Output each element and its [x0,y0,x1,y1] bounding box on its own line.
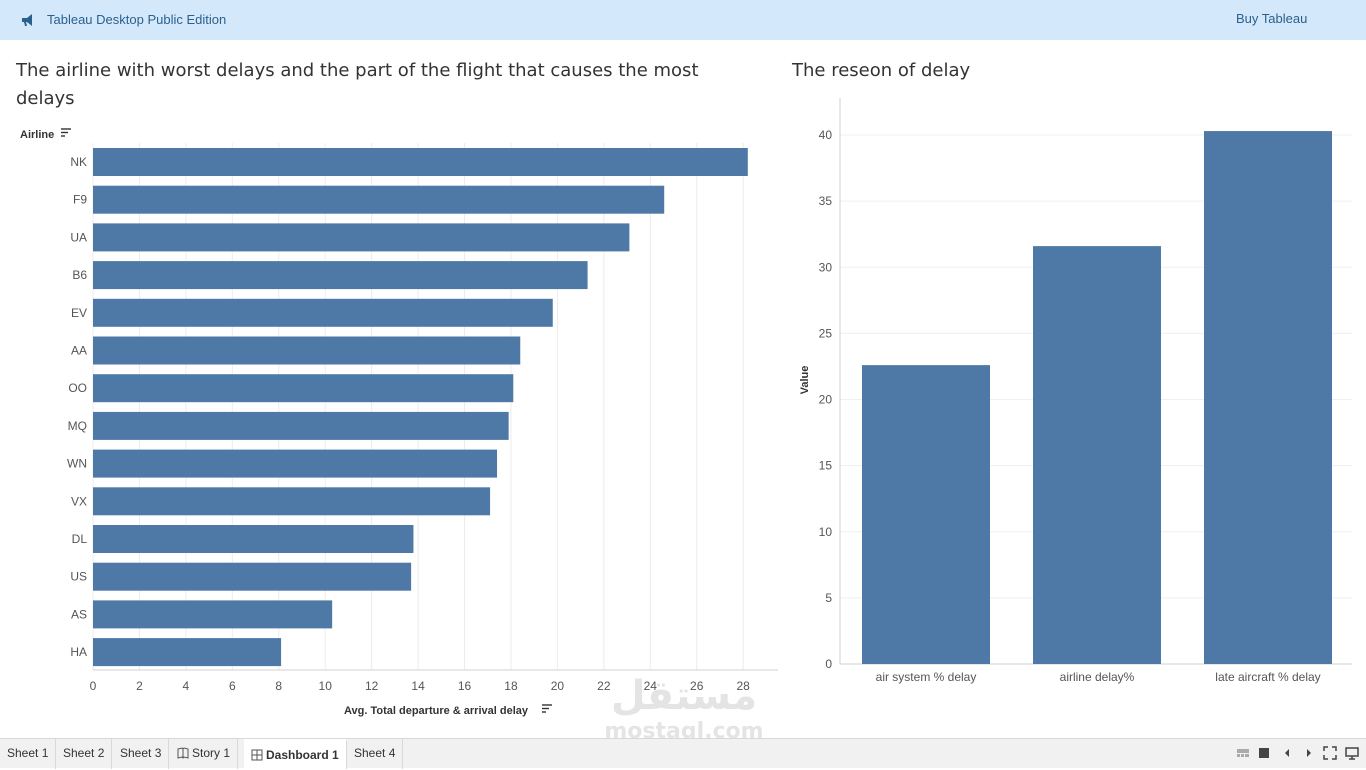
x-tick-label: 28 [736,679,750,693]
app-header: Tableau Desktop Public Edition Buy Table… [0,0,1366,40]
y-category-label: MQ [68,419,87,433]
tab-label: Story 1 [192,746,231,760]
bar-aa [93,336,521,365]
tab-label: Sheet 3 [120,746,162,760]
bar-vx [93,487,491,516]
bar-nk [93,148,748,176]
y-tick-label: 15 [819,459,833,473]
y-category-label: VX [71,494,87,508]
x-tick-label: 20 [551,679,565,693]
bar-us [93,562,412,591]
right-chart-title: The reseon of delay [792,60,971,81]
tab-sheet-2[interactable]: Sheet 2 [56,739,113,769]
tab-dashboard-1[interactable]: Dashboard 1 [244,739,347,769]
y-category-label: HA [70,645,87,659]
x-category-label: air system % delay [876,670,977,684]
tab-sheet-4[interactable]: Sheet 4 [347,739,404,769]
x-tick-label: 18 [504,679,518,693]
y-category-label: AS [71,607,87,621]
bar-as [93,600,333,629]
x-tick-label: 4 [183,679,190,693]
bar-mq [93,411,509,440]
y-category-label: UA [70,230,87,244]
x-category-label: airline delay% [1060,670,1135,684]
x-tick-label: 10 [319,679,333,693]
y-tick-label: 25 [819,326,833,340]
y-category-label: US [70,570,87,584]
bar-b6 [93,261,588,290]
y-category-label: B6 [72,268,87,282]
filmstrip-view-icon[interactable] [1236,746,1250,760]
story-icon [177,747,189,759]
bar-wn [93,449,498,478]
bar-oo [93,374,514,403]
bar-late-aircraft-delay [1204,131,1332,665]
tab-story-1[interactable]: Story 1 [170,739,239,769]
fullscreen-icon[interactable] [1323,746,1337,760]
x-axis-title: Avg. Total departure & arrival delay [344,705,529,717]
dashboard-icon [251,749,263,761]
x-tick-label: 12 [365,679,379,693]
tab-sheet-1[interactable]: Sheet 1 [0,739,57,769]
y-tick-label: 35 [819,194,833,208]
bar-ua [93,223,630,252]
buy-tableau-link[interactable]: Buy Tableau [1236,11,1308,26]
y-category-label: F9 [73,193,87,207]
y-tick-label: 10 [819,525,833,539]
y-category-label: OO [68,381,87,395]
y-category-label: WN [67,457,87,471]
x-tick-label: 6 [229,679,236,693]
y-tick-label: 30 [819,260,833,274]
y-tick-label: 40 [819,128,833,142]
x-tick-label: 0 [90,679,97,693]
tab-label: Sheet 1 [7,746,49,760]
app-title: Tableau Desktop Public Edition [47,12,227,27]
sheet-tab-bar: Sheet 1 Sheet 2 Sheet 3 Story 1 Dashboar… [0,738,1366,769]
x-tick-label: 16 [458,679,472,693]
presentation-mode-icon[interactable] [1345,746,1359,760]
y-category-label: AA [71,344,87,358]
x-tick-label: 8 [275,679,282,693]
tab-label: Sheet 2 [63,746,105,760]
bar-air-system-delay [862,365,990,664]
bar-f9 [93,185,665,214]
x-category-label: late aircraft % delay [1215,670,1320,684]
y-axis-title: Airline [20,129,54,141]
tab-sheet-3[interactable]: Sheet 3 [113,739,170,769]
y-axis-title: Value [799,366,811,395]
x-tick-label: 24 [644,679,658,693]
megaphone-icon [22,14,32,26]
y-tick-label: 20 [819,393,833,407]
y-category-label: NK [70,155,87,169]
tab-label: Dashboard 1 [266,748,339,762]
x-tick-label: 14 [411,679,425,693]
previous-sheet-icon[interactable] [1280,746,1294,760]
left-chart-title: The airline with worst delays and the pa… [16,60,699,109]
single-view-icon[interactable] [1257,746,1271,760]
y-tick-label: 0 [825,657,832,671]
bar-dl [93,525,414,553]
bar-ev [93,298,553,327]
bar-ha [93,638,282,667]
x-tick-label: 26 [690,679,704,693]
y-tick-label: 5 [825,591,832,605]
x-tick-label: 22 [597,679,611,693]
y-category-label: DL [72,532,88,546]
bar-airline-delay- [1033,246,1161,664]
y-category-label: EV [71,306,87,320]
tab-label: Sheet 4 [354,746,396,760]
next-sheet-icon[interactable] [1302,746,1316,760]
x-tick-label: 2 [136,679,143,693]
airline-delay-chart: 0 2 4 6 8 10 12 14 16 18 20 22 24 26 28NKF9UAB6EVAAOOM… [20,128,778,717]
